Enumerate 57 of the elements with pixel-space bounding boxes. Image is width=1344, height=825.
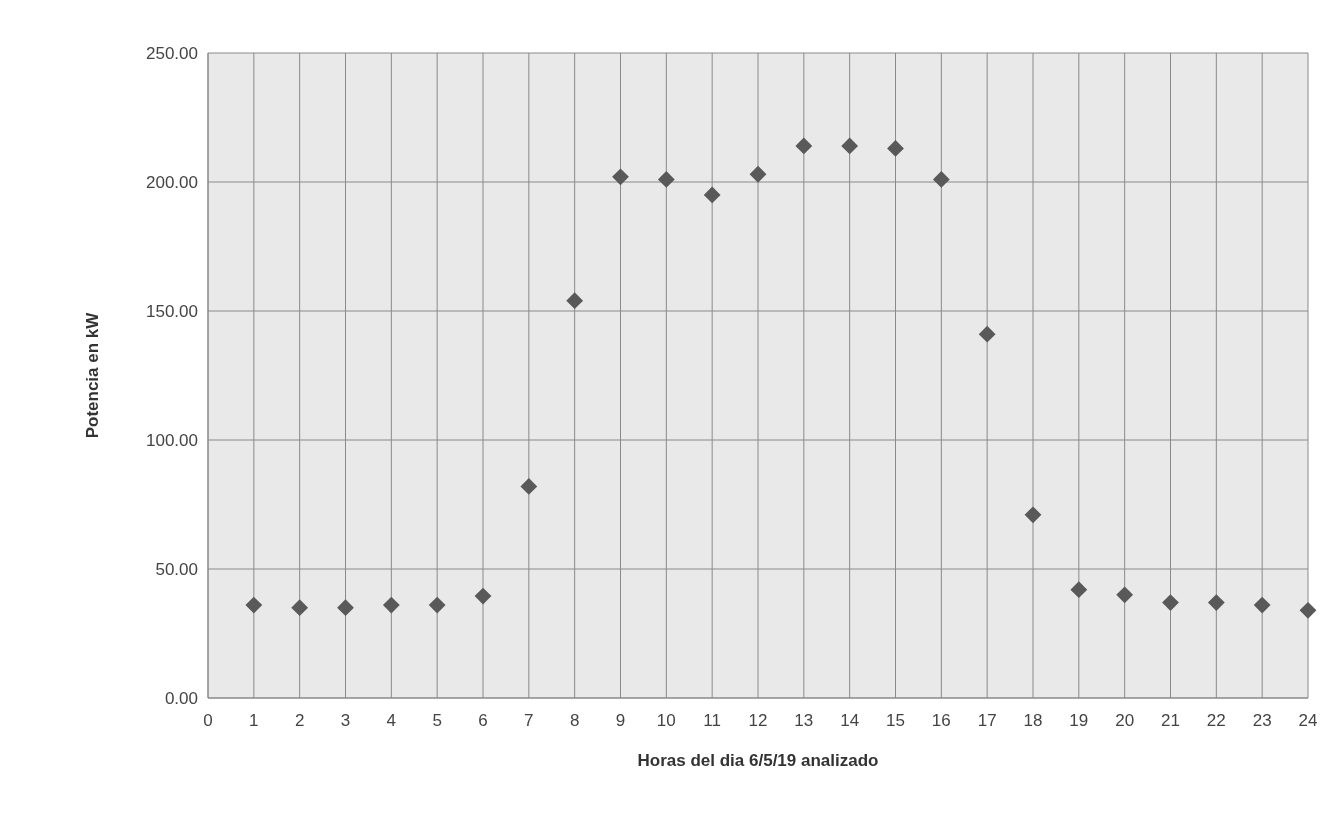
point: [978, 325, 996, 343]
point: [337, 599, 354, 617]
x-tick-label: 20: [1115, 711, 1135, 730]
point: [474, 587, 492, 605]
x-tick-label: 18: [1023, 711, 1043, 730]
point: [749, 165, 767, 183]
point: [703, 186, 721, 204]
point: [382, 596, 400, 614]
point: [1207, 594, 1225, 611]
point: [932, 171, 950, 188]
point: [1162, 594, 1179, 611]
point: [520, 478, 538, 495]
x-tick-label: 1: [249, 711, 259, 730]
point: [1253, 596, 1271, 614]
x-tick-label: 13: [794, 711, 814, 730]
point: [1070, 581, 1088, 599]
x-tick-label: 23: [1252, 711, 1272, 730]
x-tick-label: 9: [615, 711, 626, 730]
x-tick-label: 8: [569, 711, 580, 730]
x-tick-label: 15: [886, 711, 905, 730]
x-tick-label: 7: [524, 711, 534, 730]
point: [245, 596, 263, 614]
point: [657, 171, 675, 188]
point: [1116, 586, 1134, 604]
x-tick-label: 21: [1161, 711, 1180, 730]
point: [1024, 506, 1042, 524]
y-tick-label: 0.00: [164, 689, 198, 708]
x-tick-label: 17: [977, 711, 997, 730]
x-tick-label: 24: [1298, 711, 1318, 730]
y-tick-label: 200.00: [146, 173, 198, 192]
x-tick-label: 4: [386, 711, 397, 730]
x-tick-label: 19: [1069, 711, 1089, 730]
point: [887, 140, 904, 157]
x-tick-label: 11: [703, 711, 721, 730]
y-tick-label: 250.00: [146, 44, 198, 63]
point: [612, 168, 629, 186]
point: [428, 596, 446, 614]
x-tick-label: 22: [1206, 711, 1226, 730]
x-tick-label: 3: [340, 711, 351, 730]
x-tick-label: 0: [203, 711, 213, 730]
x-tick-label: 5: [432, 711, 442, 730]
y-tick-label: 100.00: [146, 431, 198, 450]
x-tick-label: 10: [656, 711, 676, 730]
point: [841, 137, 859, 155]
x-tick-label: 12: [748, 711, 768, 730]
x-axis-title: Horas del dia 6/5/19 analizado: [637, 751, 879, 770]
y-tick-label: 150.00: [146, 302, 198, 321]
point: [1299, 601, 1317, 619]
point: [291, 599, 309, 617]
point: [566, 292, 584, 310]
y-tick-label: 50.00: [155, 560, 198, 579]
y-axis-title: Potencia en kW: [83, 311, 102, 439]
point: [795, 137, 813, 155]
x-tick-label: 6: [478, 711, 488, 730]
x-tick-label: 14: [840, 711, 860, 730]
x-tick-label: 2: [294, 711, 305, 730]
x-tick-label: 16: [931, 711, 951, 730]
